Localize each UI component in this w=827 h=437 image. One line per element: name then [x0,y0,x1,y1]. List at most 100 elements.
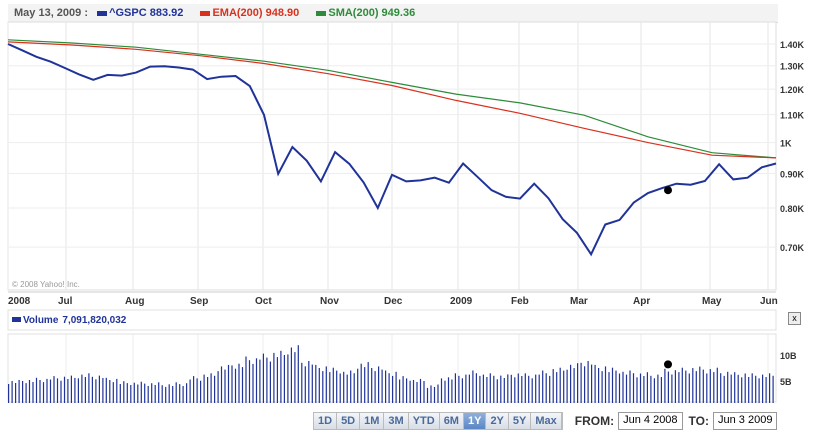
volume-bar [577,363,579,403]
volume-bar [566,369,568,403]
volume-bar [399,379,401,403]
x-tick-label: Mar [570,296,588,307]
volume-bar [657,374,659,403]
volume-bar [706,373,708,403]
volume-bar [468,374,470,403]
volume-bar [112,382,114,403]
range-button-2y[interactable]: 2Y [486,413,509,429]
volume-tick-label: 10B [780,351,797,361]
volume-bar [479,375,481,403]
range-button-6m[interactable]: 6M [439,413,464,429]
close-volume-button[interactable]: x [788,312,801,325]
volume-bar [32,382,34,403]
volume-bar [454,373,456,403]
volume-bar [35,377,38,403]
volume-bar [74,377,76,403]
x-tick-label: Jul [58,296,73,307]
range-button-max[interactable]: Max [531,413,562,429]
volume-bar [280,350,282,403]
volume-bar [461,378,463,403]
volume-bar [266,357,268,403]
volume-bar [346,374,348,403]
x-tick-label: 2009 [450,296,473,307]
volume-bar [622,371,624,403]
volume-bar [91,376,93,403]
volume-bar [699,366,701,403]
range-button-3m[interactable]: 3M [384,413,409,429]
volume-bar [308,361,310,403]
volume-bar [412,380,415,403]
volume-bar [762,374,764,403]
volume-bar [245,356,247,403]
volume-bar [196,378,198,403]
volume-bar [472,370,474,403]
y-tick-label: 0.80K [780,204,805,214]
volume-bar [423,381,425,403]
volume-bar [39,380,41,403]
volume-bar [482,374,484,403]
volume-bar [172,386,174,403]
volume-bar [598,368,600,403]
x-tick-label: 2008 [8,296,31,307]
volume-bar [426,387,429,403]
range-button-ytd[interactable]: YTD [408,413,440,429]
volume-bar [238,363,240,403]
volume-bar [234,368,237,403]
volume-bar [273,352,275,403]
volume-tick-label: 5B [780,377,792,387]
volume-bar [664,368,666,403]
volume-bar [151,383,153,403]
volume-bar [53,376,55,403]
to-date-input[interactable]: Jun 3 2009 [713,412,778,430]
volume-bar [587,361,589,403]
volume-bar [301,362,303,403]
volume-bar [168,384,170,403]
range-buttons: 1D 5D 1M 3M YTD 6M 1Y 2Y 5Y Max [313,412,563,430]
range-button-5y[interactable]: 5Y [508,413,532,429]
copyright: © 2008 Yahoo! Inc. [12,280,80,289]
volume-bar [409,380,411,403]
volume-bar [214,375,216,403]
volume-bar [158,382,160,403]
volume-bar [702,369,704,403]
volume-bar [28,380,31,403]
y-tick-label: 0.70K [780,243,805,253]
volume-bar [67,379,69,403]
volume-bar [332,367,334,403]
legend-date: May 13, 2009 : [14,7,88,19]
volume-bar [339,373,341,403]
volume-bar [381,369,383,403]
volume-bar [615,370,617,403]
y-tick-label: 1K [780,139,792,149]
volume-bar [433,387,436,403]
volume-bar [734,372,736,403]
volume-bar [161,385,163,403]
volume-bar [643,376,645,403]
range-button-1m[interactable]: 1M [360,413,385,429]
volume-bar [189,379,191,403]
volume-bar [507,374,509,403]
volume-bar [186,383,188,403]
volume-bar [660,377,662,403]
volume-bar [685,370,687,403]
volume-bar [475,373,477,403]
volume-bar [140,381,142,403]
x-tick-label: Oct [255,296,272,307]
volume-bar [419,378,422,403]
volume-bar [748,377,750,403]
volume-bar [343,371,345,403]
range-button-1y[interactable]: 1Y [463,413,487,429]
volume-bar [98,375,100,403]
volume-bar [304,366,306,403]
volume-bar [179,384,181,403]
from-date-input[interactable]: Jun 4 2008 [618,412,683,430]
range-button-5d[interactable]: 5D [337,413,361,429]
volume-bar [255,358,258,403]
volume-bar [395,371,397,403]
volume-bar [573,368,575,403]
volume-bar [241,367,244,403]
volume-bar [723,375,725,403]
range-button-1d[interactable]: 1D [314,413,338,429]
x-tick-label: Jun [760,296,778,307]
